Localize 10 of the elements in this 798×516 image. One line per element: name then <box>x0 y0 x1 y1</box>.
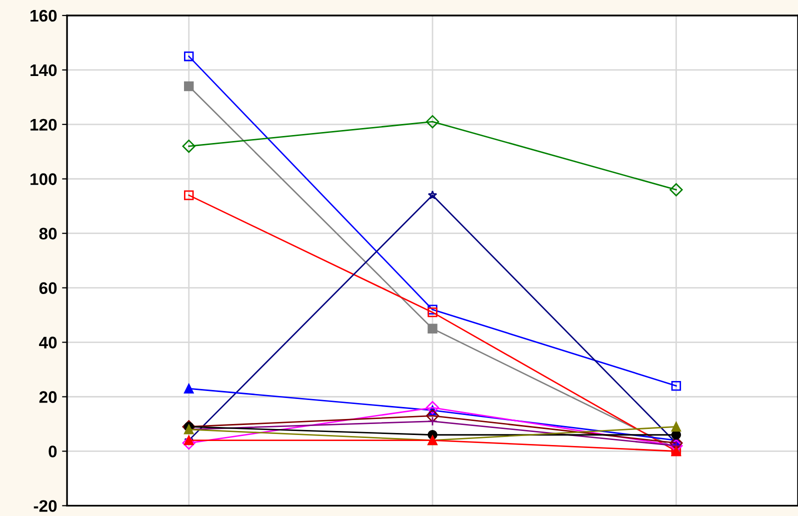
y-tick-label: 20 <box>39 391 57 403</box>
y-tick-label: 0 <box>48 446 57 458</box>
y-tick-label: 60 <box>39 282 57 294</box>
y-tick-label: 120 <box>30 118 57 131</box>
y-tick-label: 40 <box>39 336 57 348</box>
y-tick-label: 160 <box>30 10 57 22</box>
y-tick-label: 80 <box>39 228 57 240</box>
y-tick-label: -20 <box>34 500 57 512</box>
y-tick-label: 140 <box>30 64 57 76</box>
y-tick-label: 100 <box>30 173 57 186</box>
